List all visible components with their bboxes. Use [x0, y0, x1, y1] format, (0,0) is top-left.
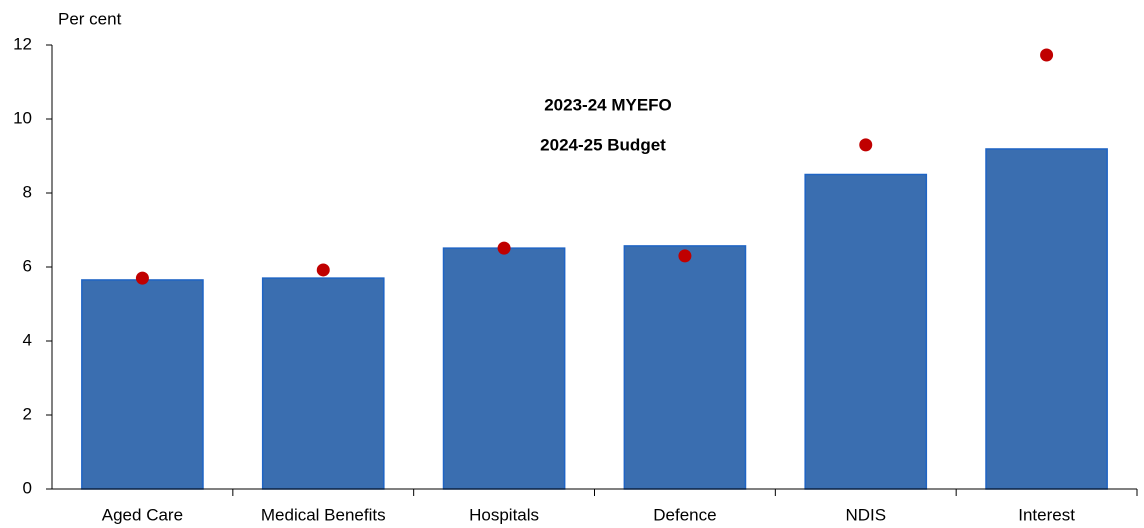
x-tick-label: Aged Care — [102, 505, 183, 524]
y-tick-label: 2 — [23, 404, 32, 423]
y-tick-label: 4 — [23, 330, 32, 349]
dot — [859, 138, 873, 152]
bar — [442, 247, 566, 490]
y-tick-label: 0 — [23, 478, 32, 497]
x-tick-label: Medical Benefits — [261, 505, 386, 524]
x-tick-label: Hospitals — [469, 505, 539, 524]
y-axis-label: Per cent — [58, 9, 122, 28]
dot — [678, 249, 692, 263]
dot — [497, 241, 511, 255]
bar — [985, 148, 1108, 490]
x-tick-label: NDIS — [845, 505, 886, 524]
bar — [623, 245, 747, 490]
bar — [804, 173, 928, 490]
legend-entry: 2023-24 MYEFO — [544, 95, 672, 114]
y-tick-label: 12 — [13, 34, 32, 53]
y-tick-label: 10 — [13, 108, 32, 127]
legend-entry: 2024-25 Budget — [540, 135, 666, 154]
x-tick-label: Interest — [1018, 505, 1075, 524]
x-tick-label: Defence — [653, 505, 716, 524]
dot — [1040, 48, 1054, 62]
bar — [81, 279, 204, 490]
y-tick-label: 6 — [23, 256, 32, 275]
y-tick-label: 8 — [23, 182, 32, 201]
dot — [316, 263, 330, 277]
bar — [261, 277, 385, 490]
dot — [135, 271, 149, 285]
